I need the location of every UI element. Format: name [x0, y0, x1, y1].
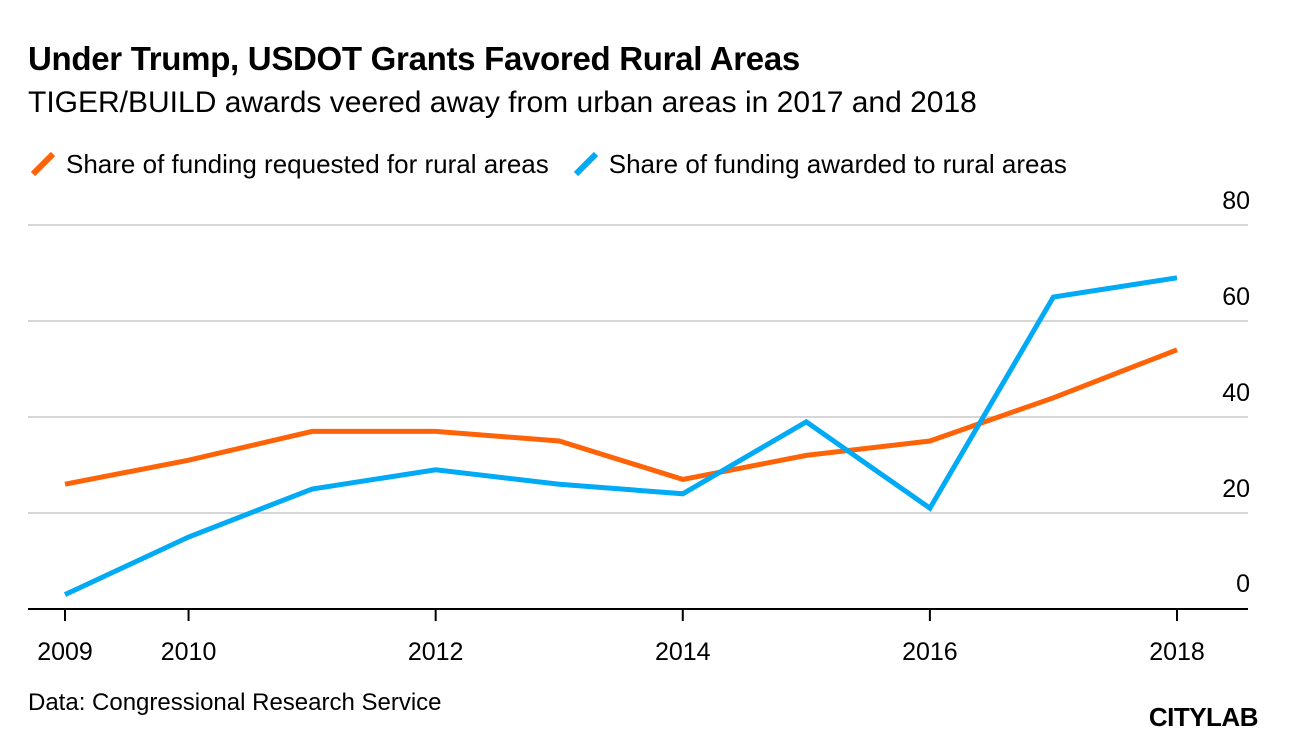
x-tick-label-2018: 2018 [1149, 638, 1205, 666]
y-tick-label-20: 20 [1222, 475, 1250, 503]
series-line-awarded [63, 275, 1178, 597]
x-tick-label-2010: 2010 [161, 638, 217, 666]
legend-item-requested: Share of funding requested for rural are… [28, 149, 549, 180]
chart-subtitle: TIGER/BUILD awards veered away from urba… [28, 86, 977, 119]
chart-title: Under Trump, USDOT Grants Favored Rural … [28, 40, 800, 77]
legend-label-requested: Share of funding requested for rural are… [66, 148, 549, 179]
citylab-logo: CITYLAB [1148, 702, 1259, 732]
x-tick-label-2014: 2014 [655, 638, 711, 666]
series-line-requested [64, 347, 1178, 487]
legend-item-awarded: Share of funding awarded to rural areas [571, 149, 1067, 180]
x-tick-label-2016: 2016 [902, 638, 958, 666]
legend-swatch-awarded [573, 151, 598, 177]
source-note: Data: Congressional Research Service [28, 689, 442, 716]
x-tick-label-2009: 2009 [37, 638, 93, 666]
legend-label-awarded: Share of funding awarded to rural areas [608, 148, 1067, 179]
y-tick-label-80: 80 [1222, 187, 1250, 215]
y-tick-label-60: 60 [1222, 283, 1250, 311]
legend-swatch-requested [30, 151, 56, 177]
y-tick-label-0: 0 [1236, 570, 1250, 598]
legend: Share of funding requested for rural are… [28, 146, 1089, 182]
x-tick-label-2012: 2012 [408, 638, 464, 666]
y-tick-label-40: 40 [1222, 379, 1250, 407]
